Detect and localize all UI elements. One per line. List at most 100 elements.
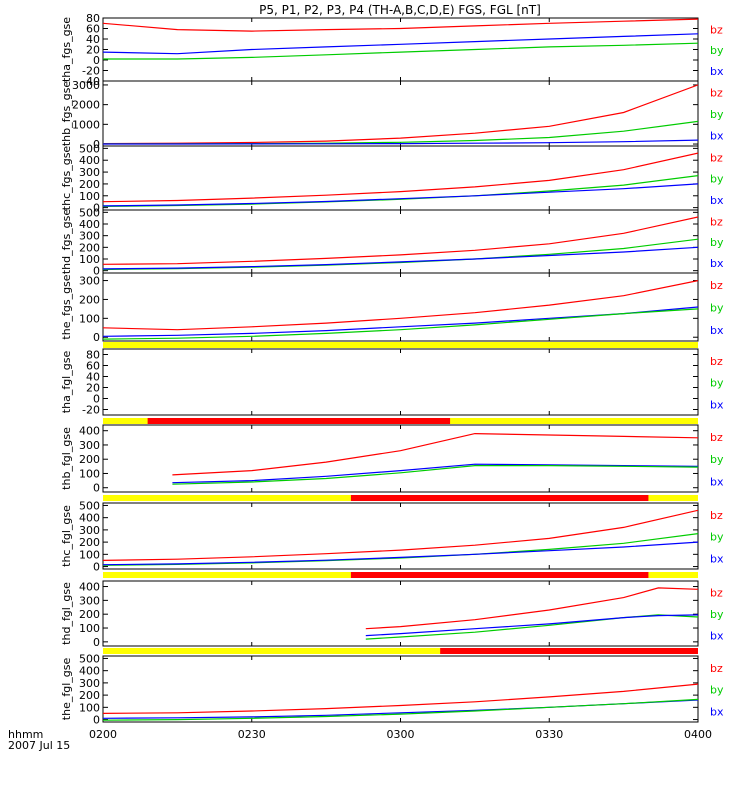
y-tick-label: 200 bbox=[79, 608, 100, 621]
panel-thb_fgs_gse: 3000 2000 1000 0 thb_fgs_gse bz by bx bbox=[60, 79, 724, 151]
time-axis-label-bottom: 2007 Jul 15 bbox=[8, 739, 70, 752]
y-tick-label: 100 bbox=[79, 701, 100, 714]
legend-label-bz: bz bbox=[710, 587, 723, 600]
legend-label-bx: bx bbox=[710, 324, 724, 337]
legend-label-bz: bz bbox=[710, 355, 723, 368]
y-tick-label: 0 bbox=[93, 202, 100, 215]
y-tick-label: 200 bbox=[79, 241, 100, 254]
y-axis-label: thd_fgl_gse bbox=[60, 582, 73, 645]
y-tick-label: 0 bbox=[93, 636, 100, 649]
legend-label-bx: bx bbox=[710, 194, 724, 207]
y-tick-label: 0 bbox=[93, 393, 100, 406]
y-tick-label: 0 bbox=[93, 54, 100, 67]
status-bar-on bbox=[147, 418, 451, 424]
series-line-bx bbox=[172, 463, 698, 484]
series-line-bz bbox=[103, 84, 698, 145]
series-line-bz bbox=[103, 152, 698, 203]
plot-title: P5, P1, P2, P3, P4 (TH-A,B,C,D,E) FGS, F… bbox=[259, 3, 541, 17]
legend-label-bx: bx bbox=[710, 630, 724, 643]
y-tick-label: 500 bbox=[79, 142, 100, 155]
status-bar-on bbox=[350, 495, 649, 501]
y-tick-label: 300 bbox=[79, 230, 100, 243]
y-tick-label: 0 bbox=[93, 331, 100, 344]
y-tick-label: 200 bbox=[79, 689, 100, 702]
y-tick-label: 1000 bbox=[72, 118, 100, 131]
y-tick-label: 80 bbox=[86, 349, 100, 362]
y-tick-label: 500 bbox=[79, 499, 100, 512]
y-axis-label: thb_fgl_gse bbox=[60, 427, 73, 490]
legend-label-by: by bbox=[710, 44, 724, 57]
y-tick-label: 500 bbox=[79, 206, 100, 219]
series-line-bx bbox=[103, 699, 698, 719]
y-axis-label: tha_fgs_gse bbox=[60, 17, 73, 82]
series-line-bz bbox=[103, 683, 698, 715]
y-tick-label: 300 bbox=[79, 524, 100, 537]
legend-label-bx: bx bbox=[710, 130, 724, 143]
series-line-by bbox=[103, 698, 698, 721]
y-tick-label: 400 bbox=[79, 581, 100, 594]
panel-frame bbox=[102, 17, 699, 82]
legend-label-bx: bx bbox=[710, 475, 724, 488]
y-tick-label: 60 bbox=[86, 23, 100, 36]
y-tick-label: -20 bbox=[82, 404, 100, 417]
legend-label-bx: bx bbox=[710, 552, 724, 565]
y-tick-label: 400 bbox=[79, 425, 100, 438]
y-tick-label: 400 bbox=[79, 218, 100, 231]
y-tick-label: 300 bbox=[79, 166, 100, 179]
y-tick-label: 0 bbox=[93, 265, 100, 278]
series-line-bx bbox=[103, 33, 698, 55]
legend-label-bz: bz bbox=[710, 152, 723, 165]
legend-label-bx: bx bbox=[710, 705, 724, 718]
y-axis-label: the_fgs_gse bbox=[60, 274, 73, 339]
time-axis-label-top: hhmm bbox=[8, 728, 43, 741]
series-line-bz bbox=[103, 280, 698, 331]
legend-label-by: by bbox=[710, 453, 724, 466]
y-axis-label: tha_fgl_gse bbox=[60, 351, 73, 414]
y-tick-label: 200 bbox=[79, 536, 100, 549]
legend-label-by: by bbox=[710, 684, 724, 697]
legend-label-by: by bbox=[710, 608, 724, 621]
series-line-bx bbox=[103, 139, 698, 145]
series-line-by bbox=[103, 120, 698, 145]
legend-label-by: by bbox=[710, 173, 724, 186]
legend-label-by: by bbox=[710, 108, 724, 121]
y-tick-label: 100 bbox=[79, 253, 100, 266]
panel-frame bbox=[102, 348, 699, 416]
status-bar-on bbox=[350, 572, 649, 578]
y-tick-label: 40 bbox=[86, 33, 100, 46]
x-tick-label: 0400 bbox=[684, 728, 712, 741]
y-tick-label: 200 bbox=[79, 293, 100, 306]
series-line-bz bbox=[103, 509, 698, 561]
x-tick-label: 0300 bbox=[387, 728, 415, 741]
panel-the_fgs_gse: 300 200 100 0 the_fgs_gse bz by bx bbox=[60, 272, 724, 344]
y-tick-label: -40 bbox=[82, 75, 100, 88]
x-tick-label: 0230 bbox=[238, 728, 266, 741]
y-tick-label: 3000 bbox=[72, 79, 100, 92]
legend-label-bz: bz bbox=[710, 279, 723, 292]
legend-label-bz: bz bbox=[710, 23, 723, 36]
legend-label-bz: bz bbox=[710, 431, 723, 444]
y-tick-label: 400 bbox=[79, 154, 100, 167]
y-tick-label: 40 bbox=[86, 371, 100, 384]
series-line-bz bbox=[103, 18, 698, 32]
series-line-bx bbox=[103, 306, 698, 337]
series-line-bz bbox=[365, 587, 698, 630]
y-axis-label: thc_fgl_gse bbox=[60, 505, 73, 567]
legend-label-bz: bz bbox=[710, 662, 723, 675]
panel-frame bbox=[102, 80, 699, 147]
x-tick-label: 0200 bbox=[89, 728, 117, 741]
y-tick-label: 200 bbox=[79, 178, 100, 191]
series-line-bx bbox=[103, 246, 698, 270]
legend-label-bx: bx bbox=[710, 257, 724, 270]
series-line-by bbox=[172, 465, 698, 485]
series-line-by bbox=[103, 42, 698, 60]
y-tick-label: 300 bbox=[79, 677, 100, 690]
y-tick-label: 200 bbox=[79, 453, 100, 466]
